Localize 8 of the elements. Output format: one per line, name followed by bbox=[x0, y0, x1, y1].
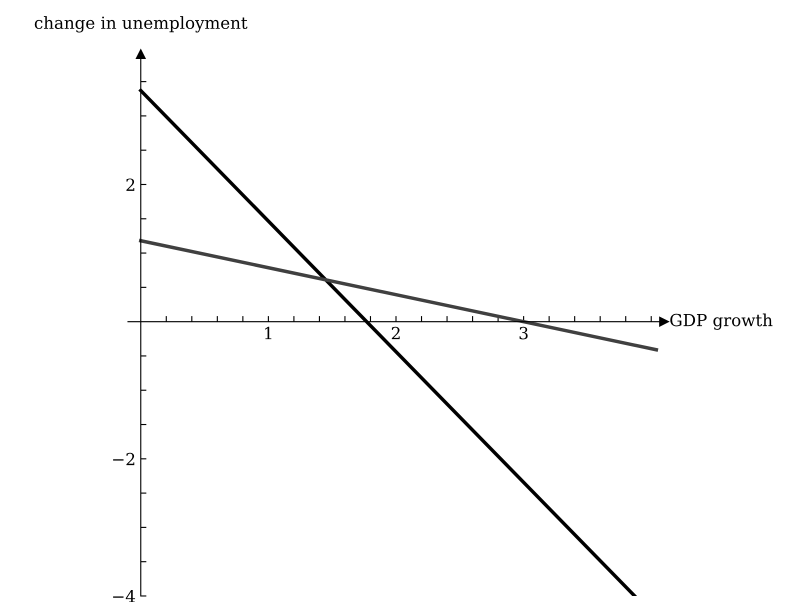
y-tick-label: −4 bbox=[113, 590, 136, 602]
x-axis-title: GDP growth bbox=[670, 313, 772, 330]
x-tick-label: 1 bbox=[265, 326, 272, 340]
y-axis-title: change in unemployment bbox=[34, 16, 248, 33]
y-tick-label: −2 bbox=[113, 452, 134, 466]
y-tick-label: 2 bbox=[126, 178, 134, 191]
x-tick-label: 2 bbox=[392, 326, 400, 340]
x-tick-label: 3 bbox=[520, 326, 528, 340]
